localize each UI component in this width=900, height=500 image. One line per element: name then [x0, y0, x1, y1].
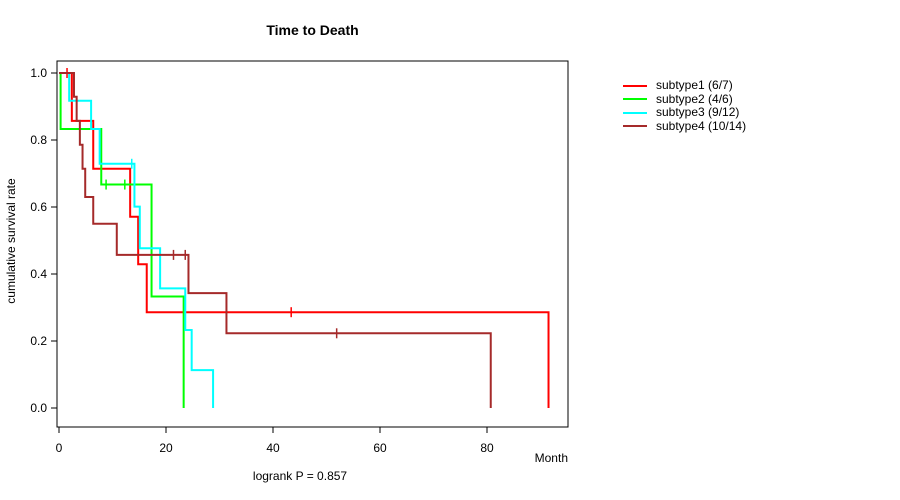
x-axis-label: Month — [534, 451, 568, 465]
y-tick-label: 0.0 — [30, 401, 47, 415]
y-tick-label: 0.2 — [30, 334, 47, 348]
survival-curve — [59, 72, 492, 408]
legend-item: subtype2 (4/6) — [623, 91, 746, 107]
legend-item: subtype1 (6/7) — [623, 78, 746, 93]
legend-item-label: subtype4 (10/14) — [656, 118, 747, 133]
plot-frame — [56, 60, 569, 428]
legend-line-swatch — [623, 125, 647, 128]
legend-item-label: subtype1 (6/7) — [656, 78, 733, 92]
legend-item-label: subtype2 (4/6) — [656, 91, 733, 106]
y-axis-label: cumulative survival rate — [4, 178, 18, 304]
y-tick-label: 0.4 — [30, 267, 47, 281]
x-tick-label: 80 — [480, 441, 494, 455]
x-tick-label: 0 — [56, 441, 63, 455]
y-tick-label: 1.0 — [30, 66, 47, 80]
legend-line-swatch — [623, 98, 647, 101]
survival-curve — [59, 72, 185, 408]
legend-item: subtype3 (9/12) — [623, 105, 746, 120]
x-tick-label: 20 — [159, 441, 173, 455]
legend-item: subtype4 (10/14) — [623, 118, 747, 134]
chart-title: Time to Death — [266, 22, 359, 38]
legend-line-swatch — [623, 84, 647, 87]
y-tick-label: 0.6 — [30, 200, 47, 214]
y-tick-label: 0.8 — [30, 133, 47, 147]
survival-curve — [59, 72, 550, 408]
logrank-p-value: logrank P = 0.857 — [252, 469, 348, 483]
legend-item-label: subtype3 (9/12) — [656, 105, 740, 119]
legend: subtype1 (6/7) subtype2 (4/6) subtype3 (… — [623, 78, 747, 134]
legend-line-swatch — [623, 111, 647, 114]
x-tick-label: 40 — [266, 441, 280, 455]
x-tick-label: 60 — [373, 441, 387, 455]
survival-curve — [59, 72, 215, 408]
